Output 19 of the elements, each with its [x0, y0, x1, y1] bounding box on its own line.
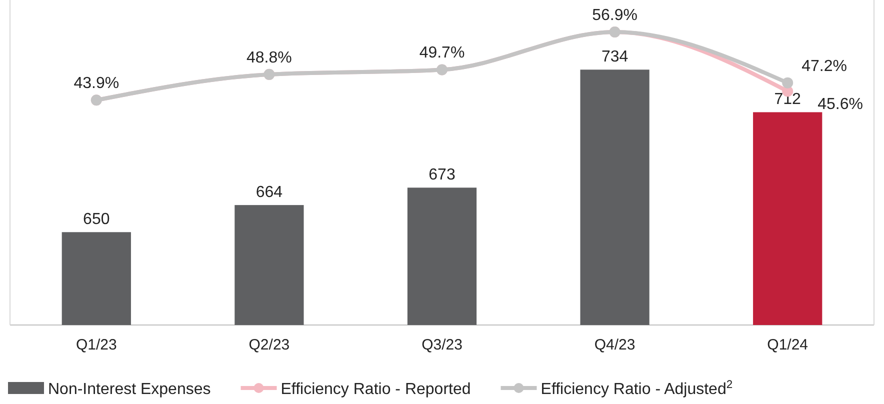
x-tick-label: Q1/24: [767, 336, 808, 354]
point: [782, 77, 794, 88]
data-label: 664: [256, 184, 283, 202]
x-tick-label: Q3/23: [422, 336, 462, 354]
data-label: 49.7%: [419, 44, 465, 62]
legend-label: Non-Interest Expenses: [48, 381, 211, 398]
x-tick-label: Q1/23: [76, 336, 117, 354]
x-tick-label: Q4/23: [594, 336, 636, 354]
data-label: 43.9%: [74, 75, 120, 92]
data-label: 47.2%: [802, 58, 847, 75]
data-label: 673: [428, 166, 456, 184]
data-label: 734: [601, 48, 628, 66]
data-label: 45.6%: [818, 96, 863, 114]
legend-label: Efficiency Ratio - Adjusted$^{2}$: [540, 379, 733, 398]
data-label: 56.9%: [592, 6, 638, 24]
data-label: 650: [83, 211, 110, 228]
x-tick-label: Q2/23: [248, 336, 290, 354]
data-label: 48.8%: [246, 49, 292, 66]
legend-label: Efficiency Ratio - Reported: [280, 381, 471, 398]
